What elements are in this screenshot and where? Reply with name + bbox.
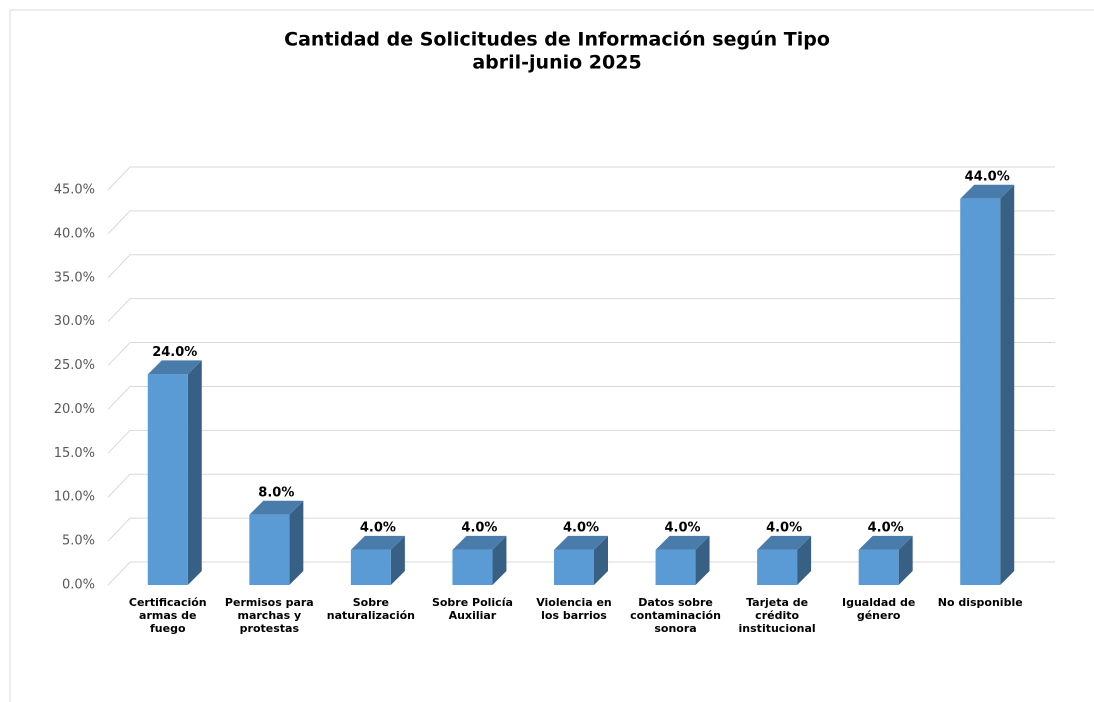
bar	[858, 535, 913, 585]
bar-top	[960, 184, 1015, 199]
grid-line	[107, 254, 1055, 279]
bar	[655, 535, 710, 585]
chart-title: Cantidad de Solicitudes de Información s…	[284, 29, 830, 51]
bar-side	[390, 535, 405, 585]
bar-top	[452, 535, 507, 550]
y-tick-label: 35.0%	[54, 270, 95, 285]
bar-front	[452, 549, 493, 585]
bar-front	[960, 198, 1001, 585]
bar	[249, 500, 304, 585]
y-tick-label: 5.0%	[62, 534, 95, 549]
bar-side	[898, 535, 913, 585]
data-label: 4.0%	[868, 520, 904, 535]
grid-line	[107, 429, 1055, 454]
y-tick-label: 15.0%	[54, 446, 95, 461]
bar-front	[655, 549, 696, 585]
grid-line	[107, 385, 1055, 410]
bar-front	[554, 549, 594, 585]
data-label: 4.0%	[766, 520, 802, 535]
x-tick-label: Certificación armas de fuego	[128, 596, 207, 635]
x-tick-label: Igualdad de género	[841, 596, 916, 622]
bar	[757, 535, 812, 585]
bar	[554, 535, 608, 585]
y-tick-label: 40.0%	[54, 226, 95, 241]
grid-line	[107, 473, 1055, 498]
grid-line	[107, 166, 1055, 191]
bar-front	[350, 549, 391, 585]
y-tick-label: 30.0%	[54, 314, 95, 329]
data-label: 24.0%	[152, 345, 197, 360]
bar-top	[249, 500, 304, 515]
bar-top	[147, 360, 202, 375]
bar-side	[187, 360, 202, 585]
x-tick-label: Sobre Policía Auxiliar	[431, 596, 513, 622]
data-label: 4.0%	[461, 520, 497, 535]
chart-border	[9, 9, 1094, 702]
grid-line	[107, 517, 1055, 542]
y-tick-label: 45.0%	[54, 183, 95, 198]
bar-front	[249, 514, 290, 585]
x-tick-label: Sobre naturalización	[326, 596, 415, 622]
x-tick-label: Violencia en los barrios	[536, 596, 612, 622]
x-tick-label: Datos sobre contaminación sonora	[630, 596, 721, 635]
bar-front	[147, 374, 188, 585]
y-tick-label: 10.0%	[54, 490, 95, 505]
data-label: 44.0%	[965, 169, 1010, 184]
bar-side	[594, 535, 608, 585]
data-label: 8.0%	[258, 485, 294, 500]
x-tick-label: No disponible	[937, 596, 1023, 609]
bar-top	[554, 535, 608, 550]
y-tick-label: 20.0%	[54, 402, 95, 417]
bar	[960, 184, 1015, 585]
bar-side	[797, 535, 812, 585]
bar-side	[289, 500, 304, 585]
data-label: 4.0%	[665, 520, 701, 535]
x-tick-label: Tarjeta de crédito institucional	[738, 596, 816, 635]
grid-line	[107, 561, 1055, 586]
y-tick-label: 0.0%	[62, 578, 95, 593]
bar-side	[695, 535, 710, 585]
chart-subtitle: abril-junio 2025	[472, 52, 641, 74]
x-tick-label: Permisos para marchas y protestas	[224, 596, 314, 635]
bar-top	[655, 535, 710, 550]
data-label: 4.0%	[563, 520, 599, 535]
y-tick-label: 25.0%	[54, 358, 95, 373]
grid-line	[107, 342, 1055, 366]
bar-top	[858, 535, 913, 550]
bar	[452, 535, 507, 585]
bar	[147, 360, 202, 585]
bar-front	[858, 549, 899, 585]
bar-front	[757, 549, 798, 585]
data-label: 4.0%	[360, 520, 396, 535]
bar-top	[757, 535, 812, 550]
bar	[350, 535, 405, 585]
bar-side	[492, 535, 507, 585]
bar-side	[1000, 184, 1015, 585]
bar-top	[350, 535, 405, 550]
grid-line	[107, 210, 1055, 235]
grid-line	[107, 298, 1055, 323]
